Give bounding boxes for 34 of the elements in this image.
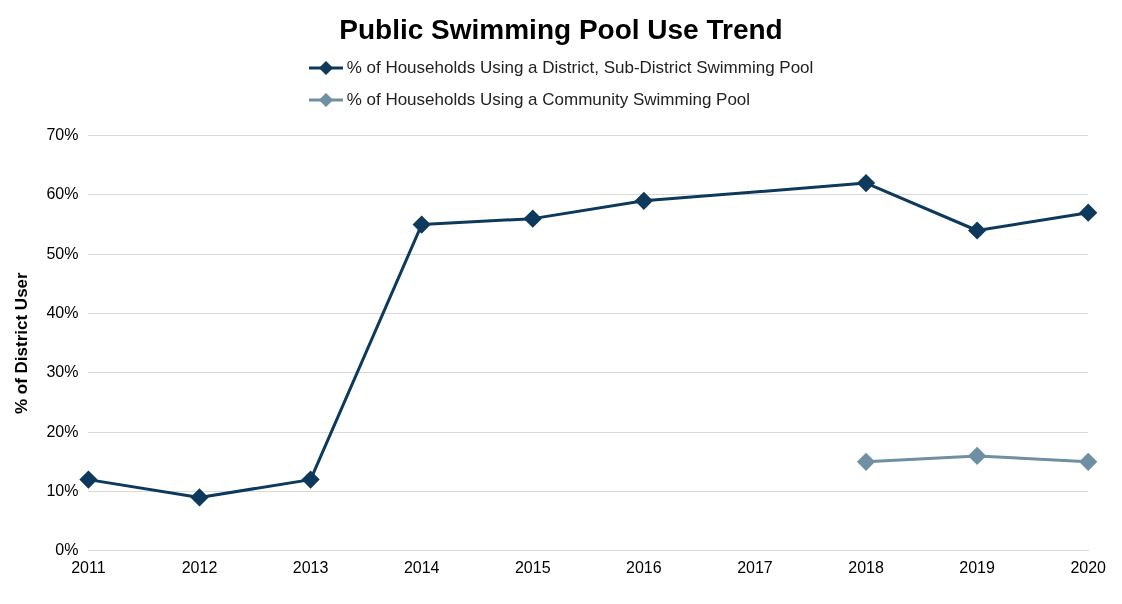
y-tick-label: 40% <box>46 303 79 321</box>
x-tick-label: 2012 <box>181 558 218 576</box>
y-tick-label: 20% <box>46 422 79 440</box>
x-tick-label: 2014 <box>403 558 440 576</box>
chart-title: Public Swimming Pool Use Trend <box>338 13 784 47</box>
x-tick-label: 2017 <box>737 558 773 576</box>
point <box>191 488 209 506</box>
point <box>968 447 986 465</box>
y-tick-label: 0% <box>55 541 79 559</box>
point <box>857 453 875 471</box>
y-tick-label: 50% <box>46 244 79 262</box>
y-tick-label: 70% <box>46 126 79 144</box>
y-tick-label: 30% <box>46 363 79 381</box>
point <box>413 216 431 234</box>
x-tick-label: 2020 <box>1070 558 1107 576</box>
x-tick-label: 2019 <box>959 558 996 576</box>
point <box>524 210 542 228</box>
point <box>79 471 97 489</box>
point <box>1079 453 1097 471</box>
point <box>857 174 875 192</box>
point <box>968 222 986 239</box>
x-tick-label: 2016 <box>626 558 662 576</box>
y-tick-label: 60% <box>46 185 79 203</box>
point <box>635 192 653 210</box>
legend-label: % of Households Using a District, Sub-District Swimming Pool <box>346 58 814 78</box>
x-tick-label: 2015 <box>514 558 551 576</box>
y-axis-title: % of District User <box>11 271 31 415</box>
x-tick-label: 2018 <box>848 558 884 576</box>
point <box>302 471 320 489</box>
x-tick-label: 2013 <box>292 558 329 576</box>
y-tick-label: 10% <box>46 481 79 499</box>
legend-label: % of Households Using a Community Swimming Pool <box>346 90 751 110</box>
x-tick-label: 2011 <box>71 558 106 576</box>
point <box>1079 204 1097 222</box>
